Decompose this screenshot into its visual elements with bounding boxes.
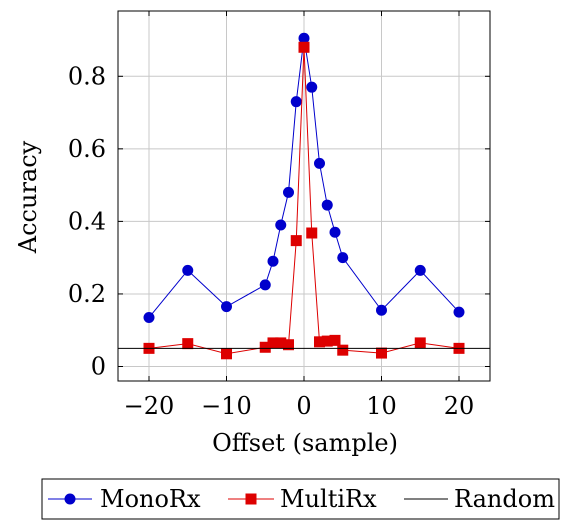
x-tick-label: 0: [296, 392, 311, 420]
y-tick-label: 0: [91, 352, 106, 380]
y-tick-label: 0.2: [68, 280, 106, 308]
monorx-point: [143, 312, 155, 324]
monorx-series: [143, 32, 465, 324]
multirx-point: [306, 227, 318, 239]
multirx-point: [329, 334, 341, 346]
y-tick-label: 0.8: [68, 62, 106, 90]
multirx-point: [267, 337, 279, 349]
monorx-point: [414, 264, 426, 276]
legend-label: MultiRx: [280, 485, 377, 513]
multirx-point: [283, 339, 294, 351]
multirx-point: [245, 493, 257, 505]
x-tick-label: −10: [201, 392, 252, 420]
multirx-point: [376, 347, 387, 359]
multirx-point: [182, 338, 194, 350]
legend-box: [41, 478, 560, 520]
y-tick-label: 0.6: [68, 135, 106, 163]
monorx-point: [306, 81, 318, 93]
monorx-point: [376, 304, 387, 316]
legend-label: Random: [454, 485, 555, 513]
legend: MonoRx MultiRx Random: [41, 478, 560, 520]
monorx-point: [337, 252, 349, 264]
monorx-point: [298, 32, 310, 44]
legend-entry-multirx: MultiRx: [228, 485, 377, 513]
multirx-point: [290, 235, 302, 247]
monorx-point: [314, 157, 325, 169]
x-tick-label: 20: [444, 392, 475, 420]
multirx-point: [298, 41, 310, 53]
multirx-point: [337, 344, 349, 356]
monorx-point: [283, 186, 294, 198]
y-tick-label: 0.4: [68, 207, 106, 235]
monorx-point: [259, 279, 271, 291]
legend-entry-random: Random: [404, 485, 555, 513]
x-tick-label: −20: [124, 392, 175, 420]
multirx-point: [275, 337, 287, 349]
legend-label: MonoRx: [100, 485, 201, 513]
monorx-point: [321, 199, 333, 211]
grid: [118, 11, 490, 381]
multirx-point: [321, 335, 333, 347]
monorx-point: [329, 226, 341, 238]
ticks: −20 −10 0 10 20 0 0.2 0.4 0.6 0.8: [68, 11, 490, 420]
multirx-point: [221, 348, 232, 360]
multirx-point: [314, 336, 325, 348]
x-tick-label: 10: [366, 392, 397, 420]
monorx-point: [267, 255, 279, 267]
y-axis-title: Accuracy: [14, 140, 42, 254]
multirx-point: [414, 337, 426, 349]
x-axis-title: Offset (sample): [212, 429, 398, 457]
legend-entry-monorx: MonoRx: [48, 485, 201, 513]
monorx-point: [453, 306, 465, 318]
monorx-point: [275, 219, 287, 231]
multirx-point: [259, 341, 271, 353]
monorx-point: [290, 96, 302, 108]
series-layer: [118, 32, 490, 360]
monorx-point: [64, 493, 76, 505]
monorx-point: [182, 264, 194, 276]
monorx-point: [221, 301, 232, 313]
